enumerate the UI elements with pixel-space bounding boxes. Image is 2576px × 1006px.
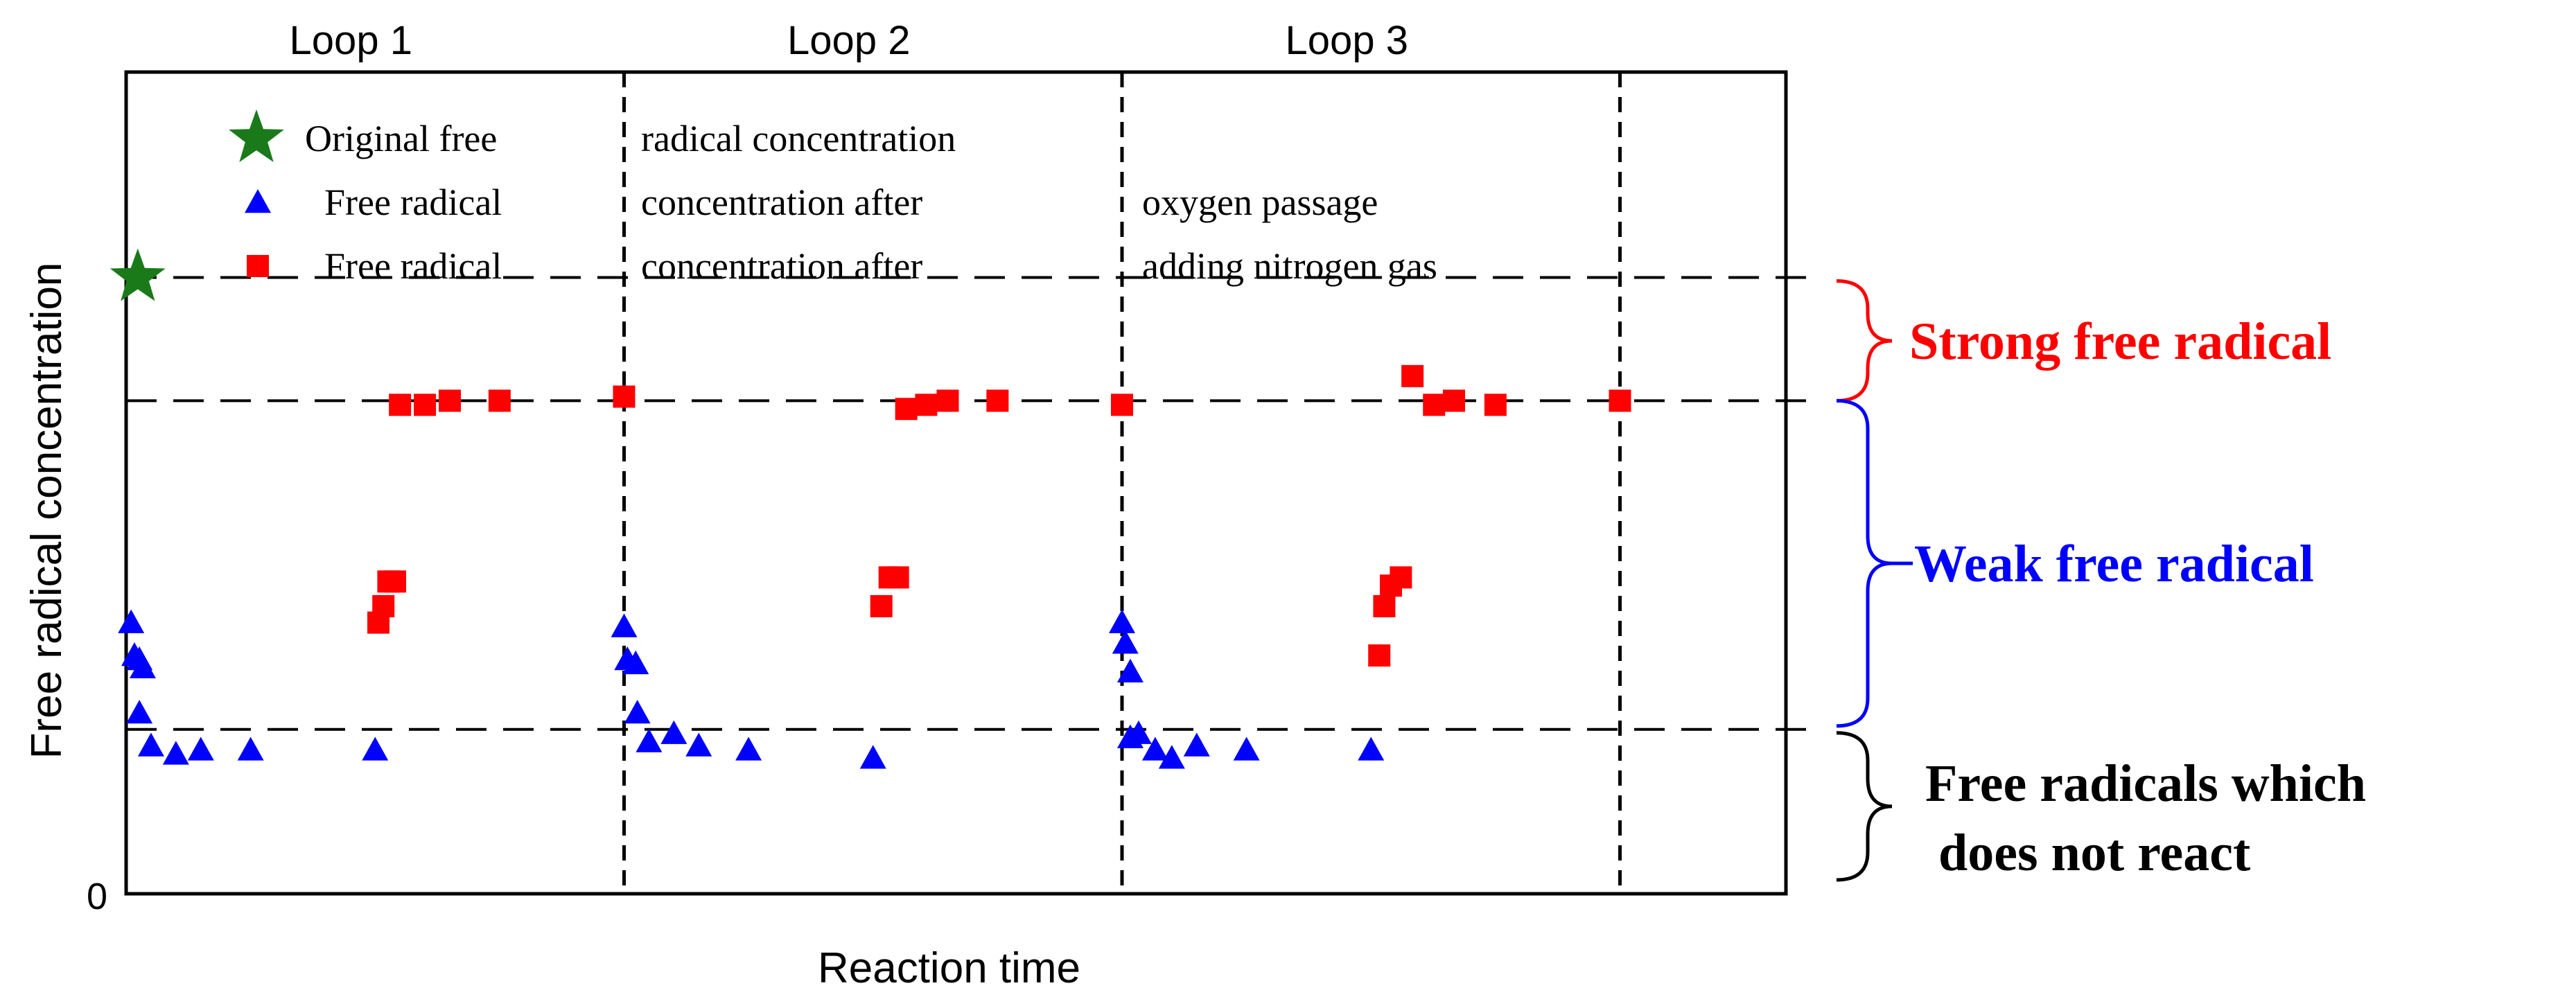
data-point-triangle-18 — [735, 736, 762, 761]
data-point-square-23 — [1423, 394, 1446, 416]
data-point-triangle-15 — [636, 728, 663, 752]
data-point-triangle-14 — [624, 700, 651, 724]
chart-text: Loop 1 Loop 2 Loop 3 Free radical concen… — [23, 18, 2366, 992]
data-point-triangle-26 — [1158, 745, 1185, 769]
legend — [229, 109, 284, 277]
data-point-triangle-1 — [118, 609, 145, 633]
brace-nonreacting — [1836, 731, 1893, 882]
data-point-triangle-16 — [660, 720, 687, 744]
data-point-triangle-13 — [622, 650, 649, 675]
y-tick-label-0: 0 — [87, 876, 107, 917]
data-point-square-12 — [886, 566, 909, 589]
y-axis-label: Free radical concentration — [23, 263, 71, 759]
legend-marker-3 — [247, 255, 269, 277]
data-point-square-15 — [936, 389, 959, 412]
data-point-square-14 — [915, 394, 938, 416]
data-point-triangle-24 — [1125, 720, 1152, 744]
data-point-square-24 — [1443, 389, 1465, 412]
data-point-triangle-4 — [129, 654, 156, 679]
plot-frame — [124, 70, 1788, 896]
legend-row2-col2: concentration after — [641, 182, 922, 223]
plot-border — [124, 70, 1788, 896]
data-point-square-18 — [1368, 644, 1391, 667]
data-point-triangle-17 — [685, 732, 712, 757]
loop-label-2: Loop 2 — [787, 18, 910, 63]
data-point-square-19 — [1373, 594, 1396, 617]
data-point-triangle-6 — [137, 732, 164, 757]
legend-row2-col1: Free radical — [324, 182, 502, 223]
data-point-square-4 — [383, 570, 406, 593]
data-point-square-13 — [895, 398, 918, 421]
data-point-triangle-21 — [1112, 630, 1139, 654]
data-point-square-22 — [1401, 364, 1424, 387]
data-marks — [109, 248, 1631, 769]
data-point-square-25 — [1484, 394, 1507, 416]
legend-row3-col3: adding nitrogen gas — [1142, 245, 1437, 287]
brace-strong — [1836, 279, 1893, 403]
legend-row2-col3: oxygen passage — [1142, 182, 1378, 223]
data-point-triangle-28 — [1233, 736, 1260, 761]
loop-label-1: Loop 1 — [290, 18, 412, 63]
data-point-triangle-29 — [1358, 736, 1385, 761]
data-point-triangle-5 — [126, 700, 153, 724]
data-point-square-6 — [414, 394, 437, 416]
data-point-triangle-25 — [1141, 736, 1168, 761]
data-point-triangle-22 — [1116, 658, 1144, 682]
annotation-weak-free-radical: Weak free radical — [1914, 535, 2314, 593]
data-point-triangle-19 — [859, 745, 886, 769]
legend-row1-col1: Original free — [305, 118, 497, 159]
legend-marker-2 — [245, 189, 271, 213]
data-point-triangle-10 — [362, 736, 389, 761]
data-point-square-7 — [439, 389, 462, 412]
data-point-triangle-11 — [611, 613, 638, 637]
data-point-square-16 — [986, 389, 1009, 412]
data-point-triangle-9 — [237, 736, 264, 761]
x-axis-label: Reaction time — [818, 944, 1080, 992]
legend-row3-col2: concentration after — [641, 245, 922, 287]
data-point-star-1 — [109, 248, 166, 301]
data-point-square-10 — [870, 594, 893, 617]
data-point-triangle-20 — [1109, 609, 1135, 633]
data-point-square-17 — [1111, 394, 1133, 416]
annotation-nonreacting-line2: does not react — [1925, 824, 2250, 882]
legend-row3-col1: Free radical — [324, 245, 502, 287]
annotation-braces — [1836, 279, 1913, 882]
brace-weak — [1836, 398, 1893, 728]
annotation-nonreacting-line1: Free radicals which — [1925, 754, 2366, 813]
data-point-triangle-27 — [1183, 732, 1210, 757]
annotation-strong-free-radical: Strong free radical — [1909, 312, 2331, 371]
data-point-triangle-7 — [162, 741, 189, 765]
data-point-square-9 — [613, 385, 636, 408]
loop-label-3: Loop 3 — [1286, 18, 1408, 63]
legend-marker-1 — [229, 109, 284, 162]
data-point-square-5 — [389, 394, 412, 416]
data-point-square-8 — [488, 389, 511, 412]
legend-row1-col2: radical concentration — [641, 118, 956, 159]
data-point-square-21 — [1390, 566, 1412, 589]
data-point-square-26 — [1609, 389, 1631, 412]
data-point-triangle-8 — [187, 736, 214, 761]
data-point-square-2 — [372, 594, 395, 617]
